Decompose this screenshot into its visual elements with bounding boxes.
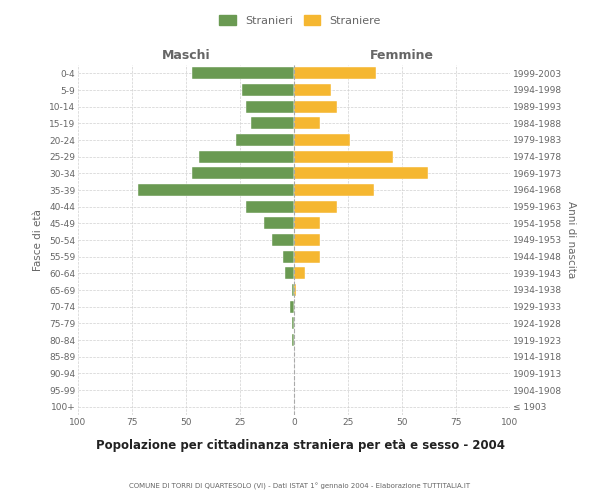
Bar [286, 268, 294, 280]
Bar [292, 318, 294, 330]
Bar [294, 284, 296, 296]
Text: Femmine: Femmine [370, 48, 434, 62]
Bar [294, 168, 428, 179]
Bar [251, 118, 294, 130]
Bar [294, 150, 394, 162]
Y-axis label: Fasce di età: Fasce di età [34, 209, 43, 271]
Bar [236, 134, 294, 146]
Bar [294, 134, 350, 146]
Bar [294, 200, 337, 212]
Bar [294, 100, 337, 112]
Bar [290, 300, 294, 312]
Bar [139, 184, 294, 196]
Bar [294, 234, 320, 246]
Bar [294, 118, 320, 130]
Text: COMUNE DI TORRI DI QUARTESOLO (VI) - Dati ISTAT 1° gennaio 2004 - Elaborazione T: COMUNE DI TORRI DI QUARTESOLO (VI) - Dat… [130, 483, 470, 490]
Bar [247, 100, 294, 112]
Bar [283, 250, 294, 262]
Bar [294, 268, 305, 280]
Bar [292, 334, 294, 346]
Bar [193, 68, 294, 80]
Y-axis label: Anni di nascita: Anni di nascita [566, 202, 576, 278]
Bar [292, 284, 294, 296]
Bar [294, 218, 320, 230]
Bar [272, 234, 294, 246]
Bar [294, 84, 331, 96]
Bar [242, 84, 294, 96]
Bar [294, 184, 374, 196]
Bar [193, 168, 294, 179]
Bar [247, 200, 294, 212]
Text: Maschi: Maschi [161, 48, 211, 62]
Text: Popolazione per cittadinanza straniera per età e sesso - 2004: Popolazione per cittadinanza straniera p… [95, 440, 505, 452]
Legend: Stranieri, Straniere: Stranieri, Straniere [215, 10, 385, 30]
Bar [199, 150, 294, 162]
Bar [294, 250, 320, 262]
Bar [264, 218, 294, 230]
Bar [294, 68, 376, 80]
